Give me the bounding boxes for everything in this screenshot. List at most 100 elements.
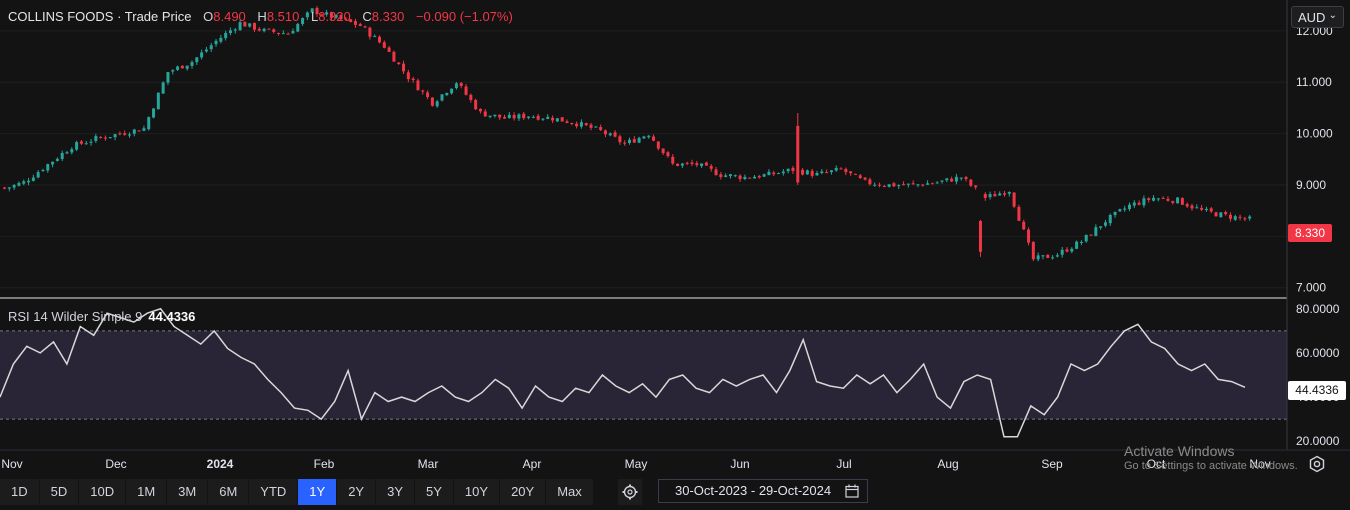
candle-body[interactable]: [1089, 234, 1093, 236]
candle-body[interactable]: [315, 7, 319, 15]
candle-body[interactable]: [204, 49, 208, 52]
candle-body[interactable]: [426, 92, 430, 98]
candle-body[interactable]: [387, 47, 391, 52]
candle-body[interactable]: [1055, 255, 1059, 257]
candle-body[interactable]: [714, 169, 718, 176]
candle-body[interactable]: [887, 184, 891, 187]
candle-body[interactable]: [339, 14, 343, 20]
candle-body[interactable]: [959, 177, 963, 179]
candle-body[interactable]: [1041, 255, 1045, 257]
candle-body[interactable]: [820, 171, 824, 174]
candle-body[interactable]: [450, 88, 454, 94]
candle-body[interactable]: [825, 172, 829, 174]
candle-body[interactable]: [1103, 222, 1107, 226]
candle-body[interactable]: [738, 175, 742, 180]
candle-body[interactable]: [147, 117, 151, 130]
candle-body[interactable]: [368, 27, 372, 37]
candle-body[interactable]: [551, 117, 555, 121]
candle-body[interactable]: [421, 90, 425, 92]
candle-body[interactable]: [507, 114, 511, 118]
candle-body[interactable]: [1180, 198, 1184, 205]
candle-body[interactable]: [810, 170, 814, 176]
candle-body[interactable]: [132, 129, 136, 134]
candle-body[interactable]: [180, 65, 184, 69]
candle-body[interactable]: [176, 66, 180, 70]
candle-body[interactable]: [680, 163, 684, 166]
candle-body[interactable]: [291, 31, 295, 34]
candle-body[interactable]: [286, 33, 290, 35]
candle-body[interactable]: [219, 37, 223, 42]
candle-body[interactable]: [224, 32, 228, 39]
candle-body[interactable]: [531, 116, 535, 118]
candle-body[interactable]: [978, 220, 982, 252]
candle-body[interactable]: [517, 114, 521, 119]
candle-body[interactable]: [65, 152, 69, 154]
candle-body[interactable]: [1219, 212, 1223, 218]
candle-body[interactable]: [27, 180, 31, 183]
candle-body[interactable]: [709, 166, 713, 169]
period-button-3m[interactable]: 3M: [167, 479, 208, 505]
candle-body[interactable]: [902, 184, 906, 186]
candle-body[interactable]: [637, 137, 641, 143]
candle-body[interactable]: [642, 136, 646, 139]
candle-body[interactable]: [195, 57, 199, 63]
candle-body[interactable]: [305, 12, 309, 18]
candle-body[interactable]: [753, 176, 756, 179]
candle-body[interactable]: [1012, 192, 1016, 207]
candle-body[interactable]: [700, 163, 704, 167]
candle-body[interactable]: [272, 29, 276, 32]
candle-body[interactable]: [84, 143, 88, 145]
candle-body[interactable]: [796, 125, 800, 183]
candle-body[interactable]: [849, 171, 853, 174]
candle-body[interactable]: [310, 8, 314, 13]
candle-body[interactable]: [363, 26, 367, 28]
candle-body[interactable]: [474, 100, 478, 110]
candle-body[interactable]: [503, 117, 506, 119]
candle-body[interactable]: [993, 194, 997, 197]
candle-body[interactable]: [969, 179, 973, 186]
period-button-max[interactable]: Max: [546, 479, 593, 505]
candle-body[interactable]: [469, 94, 473, 100]
candle-body[interactable]: [166, 72, 170, 83]
candle-body[interactable]: [815, 173, 819, 176]
candle-body[interactable]: [440, 94, 444, 101]
candle-body[interactable]: [767, 171, 771, 176]
candle-body[interactable]: [344, 18, 348, 20]
candle-body[interactable]: [661, 148, 665, 154]
candle-body[interactable]: [892, 183, 896, 187]
candle-body[interactable]: [1166, 198, 1170, 201]
candle-body[interactable]: [623, 142, 627, 144]
candle-body[interactable]: [402, 63, 406, 72]
candle-body[interactable]: [353, 21, 357, 25]
candle-body[interactable]: [676, 163, 680, 166]
candle-body[interactable]: [950, 178, 954, 182]
candle-body[interactable]: [1027, 229, 1031, 243]
chart-settings-button[interactable]: [1308, 455, 1326, 478]
candle-body[interactable]: [1128, 204, 1131, 210]
candle-body[interactable]: [1031, 241, 1035, 260]
period-button-20y[interactable]: 20Y: [500, 479, 546, 505]
candle-body[interactable]: [329, 12, 333, 18]
candle-body[interactable]: [51, 161, 55, 165]
candle-body[interactable]: [1209, 208, 1213, 212]
candle-body[interactable]: [94, 136, 98, 141]
candle-body[interactable]: [998, 193, 1002, 196]
candle-body[interactable]: [378, 36, 381, 43]
period-button-1y[interactable]: 1Y: [298, 479, 337, 505]
candle-body[interactable]: [281, 33, 285, 35]
candle-body[interactable]: [31, 177, 35, 181]
candle-body[interactable]: [844, 168, 848, 173]
candle-body[interactable]: [1176, 197, 1180, 204]
candle-body[interactable]: [911, 183, 915, 185]
candle-body[interactable]: [1079, 241, 1083, 243]
candle-body[interactable]: [1243, 218, 1247, 220]
candle-body[interactable]: [1152, 197, 1156, 201]
candle-body[interactable]: [858, 175, 862, 179]
candle-body[interactable]: [233, 29, 237, 31]
period-button-2y[interactable]: 2Y: [337, 479, 376, 505]
candle-body[interactable]: [575, 123, 579, 127]
candle-body[interactable]: [1022, 221, 1026, 230]
candle-body[interactable]: [733, 175, 737, 177]
candle-body[interactable]: [719, 174, 723, 178]
